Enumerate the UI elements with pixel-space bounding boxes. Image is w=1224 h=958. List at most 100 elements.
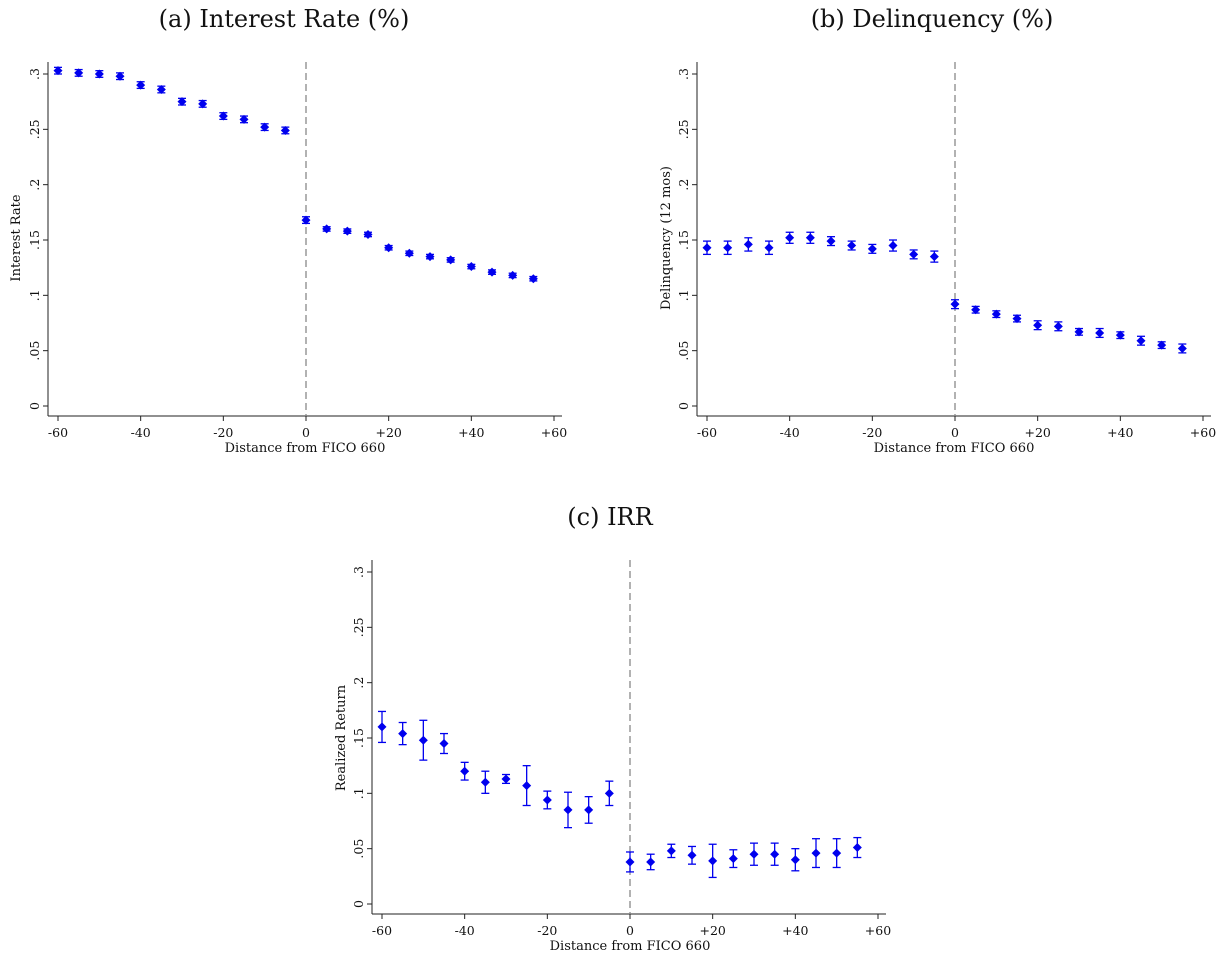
data-point <box>703 243 712 252</box>
data-point <box>384 243 393 252</box>
data-point <box>508 271 517 280</box>
data-point <box>467 262 476 271</box>
panel-irr: (c) IRR -60 -40 -20 0 +20 +40 +600.05.1.15.2.2… <box>334 503 891 954</box>
y-tick-label: .1 <box>351 787 366 799</box>
data-point <box>770 850 779 859</box>
panel-title: (b) Delinquency (%) <box>811 5 1054 33</box>
data-point <box>529 274 538 283</box>
data-point <box>460 767 469 776</box>
data-point <box>832 849 841 858</box>
x-tick-label: +20 <box>1024 425 1050 440</box>
y-tick-label: .3 <box>27 68 42 80</box>
data-point <box>419 736 428 745</box>
x-axis-label: Distance from FICO 660 <box>225 441 386 456</box>
panel-title: (c) IRR <box>567 503 653 531</box>
x-tick-label: +60 <box>541 425 567 440</box>
y-tick-label: .2 <box>27 179 42 191</box>
data-point <box>1095 328 1104 337</box>
data-point <box>543 795 552 804</box>
data-point <box>405 249 414 258</box>
data-point <box>364 230 373 239</box>
data-point <box>688 851 697 860</box>
y-tick-label: .05 <box>351 839 366 859</box>
x-tick-label: 0 <box>302 425 310 440</box>
data-point <box>626 857 635 866</box>
data-point <box>827 237 836 246</box>
data-point <box>791 855 800 864</box>
x-tick-label: +20 <box>375 425 401 440</box>
x-tick-label: -40 <box>455 923 475 938</box>
data-point <box>1178 344 1187 353</box>
y-tick-label: .15 <box>676 230 691 250</box>
y-tick-label: 0 <box>676 402 691 410</box>
data-point <box>502 774 511 783</box>
y-tick-label: .15 <box>27 230 42 250</box>
data-point <box>708 856 717 865</box>
y-tick-label: .2 <box>351 677 366 689</box>
x-tick-label: -60 <box>697 425 717 440</box>
data-point <box>847 241 856 250</box>
x-tick-label: -60 <box>372 923 392 938</box>
y-tick-label: 0 <box>27 402 42 410</box>
plot-area: -60 -40 -20 0 +20 +40 +60 0 .05 .1 .15 .2 .25 .3 <box>27 62 567 440</box>
plot-area: -60 -40 -20 0 +20 +40 +60 0 .05 .1 .15 .2 .25 .3 <box>676 62 1216 440</box>
data-point <box>723 243 732 252</box>
data-point <box>806 233 815 242</box>
y-tick-label: .05 <box>27 341 42 361</box>
data-point <box>488 268 497 277</box>
y-tick-label: .2 <box>676 179 691 191</box>
y-tick-label: .15 <box>351 728 366 748</box>
data-point <box>564 805 573 814</box>
y-tick-label: .1 <box>27 289 42 301</box>
data-point <box>605 789 614 798</box>
data-point <box>584 805 593 814</box>
data-point <box>744 240 753 249</box>
data-point <box>1054 322 1063 331</box>
data-point <box>426 252 435 261</box>
x-tick-label: +40 <box>458 425 484 440</box>
data-point <box>909 250 918 259</box>
data-point <box>853 843 862 852</box>
data-point <box>785 233 794 242</box>
data-point <box>522 781 531 790</box>
y-tick-label: .25 <box>676 119 691 139</box>
panel-title: (a) Interest Rate (%) <box>159 5 410 33</box>
y-tick-label: .3 <box>351 566 366 578</box>
x-tick-label: +60 <box>865 923 891 938</box>
data-point <box>440 739 449 748</box>
x-tick-label: +20 <box>699 923 725 938</box>
data-point <box>322 224 331 233</box>
data-point <box>646 857 655 866</box>
x-tick-label: 0 <box>951 425 959 440</box>
data-point <box>1033 321 1042 330</box>
data-point <box>889 241 898 250</box>
y-tick-label: .25 <box>351 617 366 637</box>
data-point <box>398 729 407 738</box>
panel-interest-rate: (a) Interest Rate (%) -60 -40 -20 0 +20 +40 +6… <box>9 5 567 456</box>
y-axis-label: Realized Return <box>334 684 349 791</box>
y-axis-label: Interest Rate <box>9 194 24 281</box>
data-point <box>868 244 877 253</box>
y-tick-label: .1 <box>676 289 691 301</box>
data-point <box>446 255 455 264</box>
x-tick-label: -20 <box>537 923 557 938</box>
x-tick-label: -60 <box>48 425 68 440</box>
y-tick-label: 0 <box>351 900 366 908</box>
data-point <box>765 243 774 252</box>
x-axis-label: Distance from FICO 660 <box>874 441 1035 456</box>
y-axis-label: Delinquency (12 mos) <box>659 166 674 310</box>
data-point <box>1137 336 1146 345</box>
y-tick-label: .05 <box>676 341 691 361</box>
x-tick-label: +40 <box>782 923 808 938</box>
y-tick-label: .25 <box>27 119 42 139</box>
data-point <box>729 854 738 863</box>
data-point <box>343 227 352 236</box>
x-tick-label: -20 <box>213 425 233 440</box>
data-point <box>812 849 821 858</box>
plot-area: -60 -40 -20 0 +20 +40 +60 0 .05 .1 .15 .2 .25 .3 <box>351 560 891 938</box>
data-point <box>750 850 759 859</box>
data-point <box>930 252 939 261</box>
data-point <box>951 300 960 309</box>
data-point <box>378 722 387 731</box>
